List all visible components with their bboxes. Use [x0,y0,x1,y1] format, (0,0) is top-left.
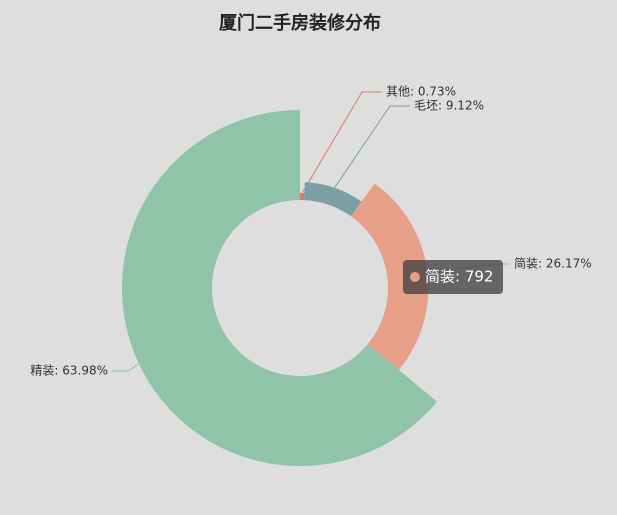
pie-slice [351,183,429,370]
pie-slice [300,193,305,201]
tooltip-text: 简装: 792 [425,268,493,286]
data-label: 毛坯: 9.12% [414,99,484,113]
tooltip: 简装: 792 [403,260,503,294]
leader-line [334,105,410,189]
data-label: 简装: 26.17% [514,257,592,271]
leader-line [112,363,140,372]
pie-slice [121,110,438,466]
data-label: 其他: 0.73% [386,85,456,99]
tooltip-marker [410,272,420,282]
tooltip-box [403,260,503,294]
pie-slice [304,182,362,217]
data-label: 精装: 63.98% [30,364,108,378]
chart-title: 厦门二手房装修分布 [219,12,381,34]
leader-line [301,91,382,194]
